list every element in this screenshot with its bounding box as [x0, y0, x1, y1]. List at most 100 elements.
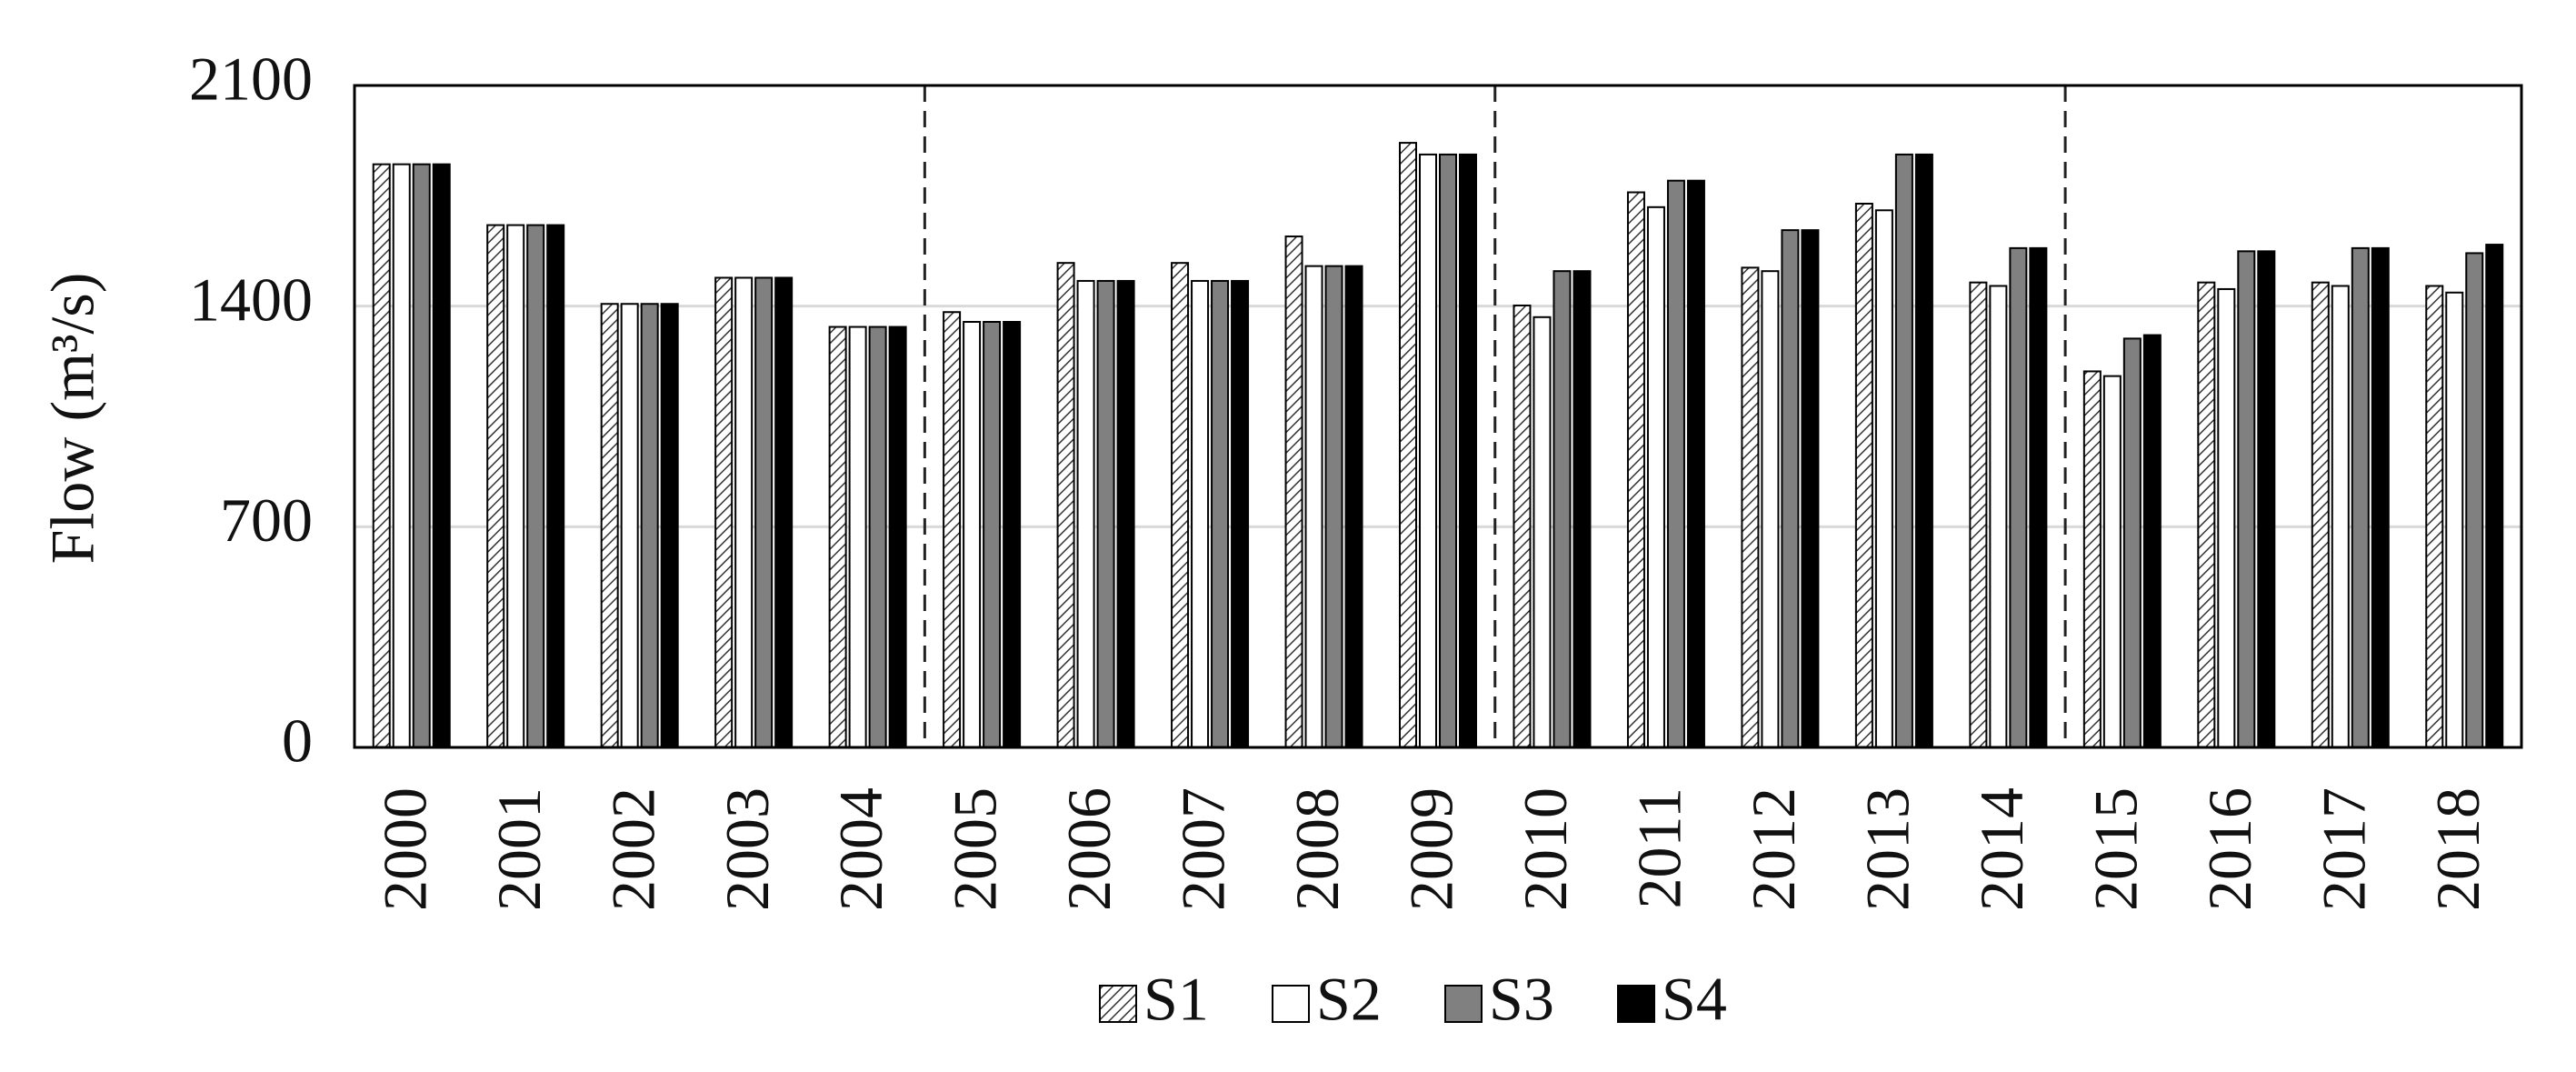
bar: [1513, 304, 1532, 748]
bar: [983, 321, 1002, 748]
x-tick-label: 2000: [370, 787, 439, 911]
y-tick-label: 700: [220, 486, 313, 555]
bar: [526, 224, 545, 749]
bar: [1626, 191, 1645, 748]
bar: [432, 163, 451, 748]
bar: [1419, 153, 1437, 749]
bar: [2425, 285, 2444, 748]
bar: [2371, 246, 2390, 748]
bar: [1741, 266, 1760, 748]
bar: [1324, 265, 1343, 748]
bar: [1666, 179, 1685, 748]
bar: [2331, 285, 2350, 748]
x-tick-label: 2007: [1169, 787, 1238, 911]
bar: [620, 303, 639, 748]
x-tick-label: 2003: [713, 787, 782, 911]
bar: [1573, 270, 1592, 749]
bar: [868, 326, 887, 748]
x-tick-label: 2001: [484, 787, 554, 911]
bar: [600, 303, 619, 748]
bar: [2351, 246, 2370, 748]
legend-label: S1: [1143, 965, 1209, 1034]
bar: [1304, 265, 1323, 748]
y-axis-label: Flow (m³/s): [38, 273, 107, 565]
bar: [1191, 279, 1210, 748]
x-tick-label: 2015: [2081, 787, 2150, 911]
x-tick-label: 2008: [1283, 787, 1352, 911]
bar: [828, 326, 847, 748]
bar: [1781, 229, 1800, 748]
legend-label: S2: [1316, 965, 1382, 1034]
x-tick-label: 2017: [2309, 787, 2378, 911]
x-tick-label: 2004: [826, 787, 895, 911]
bar: [1761, 270, 1780, 749]
y-tick-label: 0: [282, 706, 313, 776]
bar: [1171, 262, 1190, 748]
bar: [2311, 281, 2330, 748]
legend-label: S3: [1489, 965, 1554, 1034]
bar: [1439, 153, 1457, 749]
bar: [1459, 153, 1477, 749]
bar: [1344, 265, 1363, 748]
x-tick-label: 2018: [2423, 787, 2492, 911]
bar: [1894, 153, 1913, 749]
legend-swatch: [1272, 985, 1310, 1023]
bar: [2445, 291, 2464, 748]
bar: [2465, 252, 2484, 748]
legend-swatch: [1444, 985, 1483, 1023]
bar: [1003, 321, 1022, 748]
bar: [1686, 179, 1705, 748]
bar: [714, 276, 734, 748]
bar: [1801, 229, 1820, 748]
x-tick-label: 2014: [1967, 787, 2036, 911]
y-tick-label: 1400: [189, 265, 313, 334]
plot-frame: [353, 84, 2523, 749]
x-tick-label: 2006: [1054, 787, 1123, 911]
bar: [1533, 316, 1552, 748]
bar: [2237, 250, 2256, 748]
bar: [2142, 334, 2162, 748]
bar: [1116, 279, 1135, 748]
bar: [1854, 203, 1873, 748]
bar: [660, 303, 679, 748]
bar: [1969, 281, 1988, 748]
bar: [943, 311, 962, 748]
bar: [2197, 281, 2216, 748]
bar: [1874, 209, 1893, 748]
bar: [2217, 287, 2236, 748]
bar: [2257, 250, 2276, 748]
bar: [754, 276, 774, 748]
bar: [734, 276, 754, 748]
bar: [640, 303, 659, 748]
bar: [1284, 235, 1303, 748]
bar: [372, 163, 391, 748]
bar: [1914, 153, 1933, 749]
legend-label: S4: [1662, 965, 1727, 1034]
x-tick-label: 2012: [1739, 787, 1808, 911]
bar: [412, 163, 431, 748]
bar: [1076, 279, 1095, 748]
legend-swatch: [1099, 985, 1137, 1023]
bar: [963, 321, 982, 748]
bar: [2082, 370, 2102, 748]
x-tick-label: 2013: [1853, 787, 1922, 911]
x-tick-label: 2009: [1397, 787, 1466, 911]
bar: [546, 224, 565, 749]
bar: [774, 276, 794, 748]
legend-swatch: [1617, 985, 1655, 1023]
bar: [1646, 205, 1665, 748]
bar: [848, 326, 867, 748]
bar: [888, 326, 907, 748]
x-tick-label: 2016: [2195, 787, 2264, 911]
bar: [486, 224, 505, 749]
x-tick-label: 2010: [1511, 787, 1580, 911]
x-tick-label: 2005: [941, 787, 1010, 911]
bar: [1056, 262, 1075, 748]
bar: [2009, 246, 2028, 748]
bar: [2029, 246, 2048, 748]
bar: [1399, 142, 1417, 749]
bar: [1553, 270, 1572, 749]
x-tick-label: 2011: [1625, 787, 1694, 908]
bar: [2102, 375, 2122, 748]
